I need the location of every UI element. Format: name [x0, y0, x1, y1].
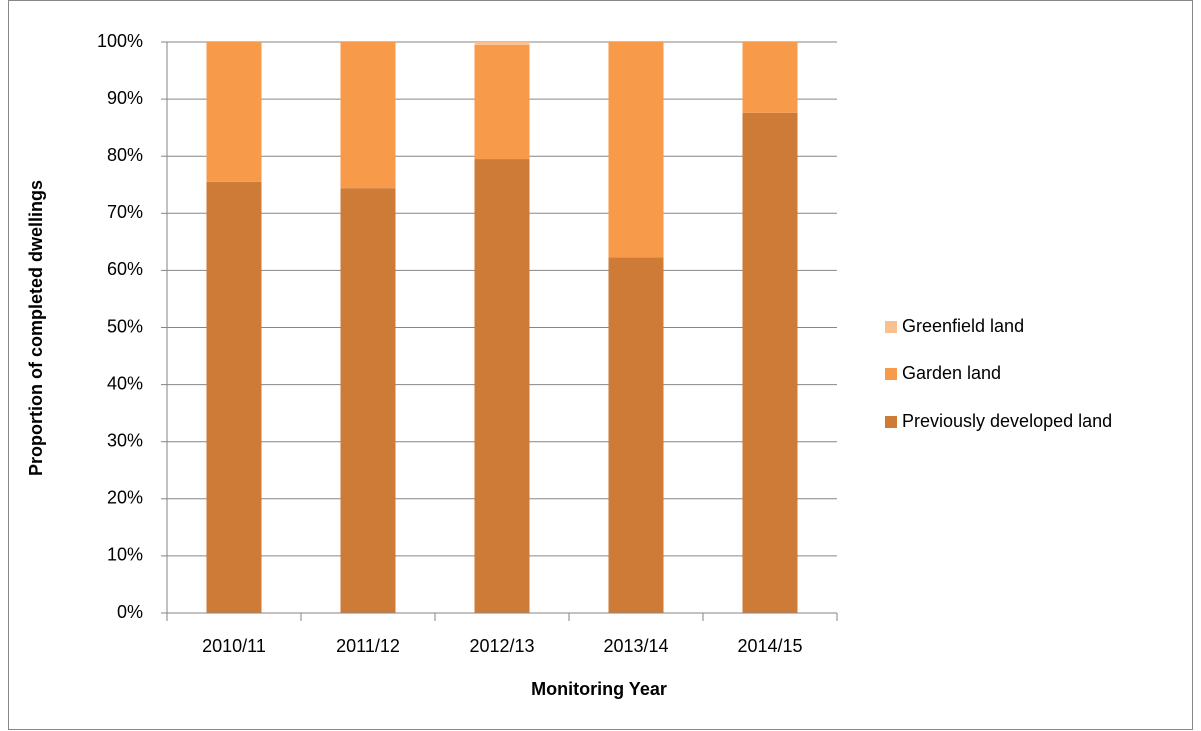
bar-segment: [340, 42, 396, 189]
legend-swatch: [885, 321, 897, 333]
bar-segment: [474, 42, 530, 45]
y-tick-label: 60%: [107, 259, 143, 279]
x-tick-label: 2012/13: [469, 636, 534, 656]
bar-segment: [608, 42, 664, 258]
bar-segment: [206, 42, 262, 182]
x-tick-label: 2011/12: [336, 636, 400, 656]
y-tick-label: 80%: [107, 145, 143, 165]
y-tick-label: 40%: [107, 373, 143, 393]
legend-label: Garden land: [902, 363, 1001, 383]
y-tick-label: 70%: [107, 202, 143, 222]
y-tick-label: 30%: [107, 430, 143, 450]
legend-swatch: [885, 368, 897, 380]
x-tick-label: 2014/15: [737, 636, 802, 656]
chart-frame: [8, 0, 1193, 730]
bar-segment: [474, 159, 530, 613]
bar-segment: [742, 42, 798, 113]
x-tick-label: 2013/14: [603, 636, 668, 656]
y-tick-label: 20%: [107, 488, 143, 508]
bar-segment: [340, 188, 396, 613]
bar-segment: [206, 181, 262, 613]
y-axis-title: Proportion of completed dwellings: [26, 180, 46, 476]
x-axis-title: Monitoring Year: [531, 679, 667, 699]
y-tick-label: 0%: [117, 602, 143, 622]
y-tick-label: 100%: [97, 31, 143, 51]
legend-swatch: [885, 416, 897, 428]
x-tick-label: 2010/11: [202, 636, 266, 656]
bar-segment: [608, 257, 664, 613]
y-tick-label: 90%: [107, 88, 143, 108]
y-tick-label: 10%: [107, 545, 143, 565]
bar-segment: [474, 44, 530, 160]
legend-label: Previously developed land: [902, 411, 1112, 431]
bar-segment: [742, 112, 798, 613]
y-tick-label: 50%: [107, 316, 143, 336]
legend-label: Greenfield land: [902, 316, 1024, 336]
